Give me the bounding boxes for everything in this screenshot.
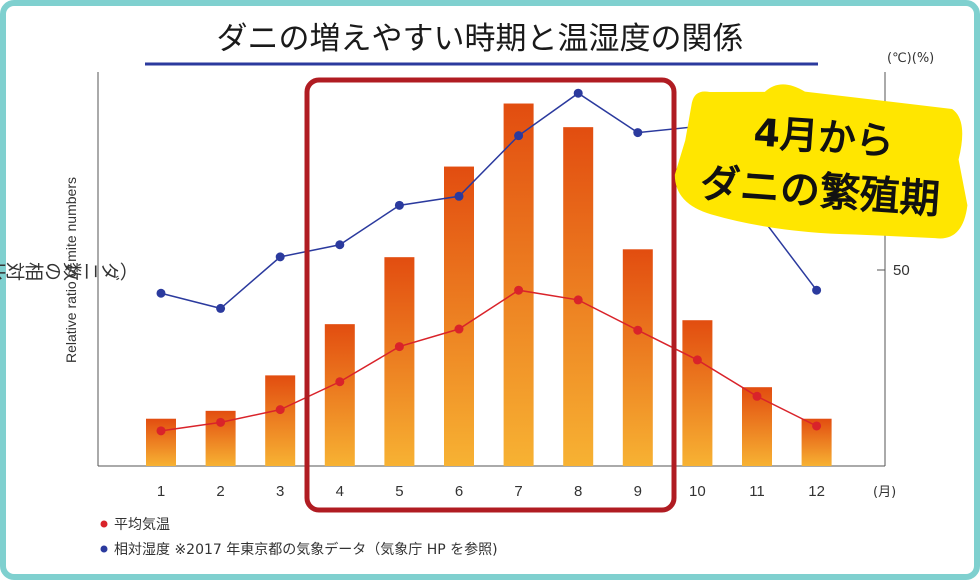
temp-point-month-5 xyxy=(394,342,404,352)
x-tick-label-4: 4 xyxy=(336,483,344,500)
temp-point-month-10 xyxy=(692,355,702,365)
bar-month-1 xyxy=(146,418,176,466)
temp-point-month-9 xyxy=(633,325,643,335)
humidity-point-month-8 xyxy=(573,88,583,98)
humidity-point-month-4 xyxy=(335,240,345,250)
x-tick-labels: 1 2 3 4 5 6 7 8 9 10 11 12 xyxy=(157,483,825,500)
y-axis-label-jp: （ダニ数の相対比率） xyxy=(0,259,139,281)
x-tick-label-3: 3 xyxy=(276,483,284,500)
x-tick-label-10: 10 xyxy=(689,483,706,500)
humidity-point-month-2 xyxy=(216,303,226,313)
bar-month-6 xyxy=(444,166,474,466)
legend-humidity-marker xyxy=(100,545,108,553)
legend-humidity-label: 相対湿度 ※2017 年東京都の気象データ（気象庁 HP を参照) xyxy=(114,541,498,558)
temp-point-month-4 xyxy=(335,377,345,387)
x-tick-label-12: 12 xyxy=(808,483,825,500)
temp-point-month-7 xyxy=(514,285,524,295)
legend-temp-marker xyxy=(100,520,108,528)
x-tick-label-5: 5 xyxy=(395,483,403,500)
humidity-point-month-6 xyxy=(454,191,464,201)
breeding-season-highlight xyxy=(304,77,677,513)
x-unit-label: (月) xyxy=(873,485,896,500)
temp-line xyxy=(160,289,817,432)
temp-point-month-8 xyxy=(573,295,583,305)
temp-series-group xyxy=(156,285,822,436)
y-right-tick-label-50: 50 xyxy=(893,262,910,279)
chart-title: ダニの増えやすい時期と温湿度の関係 xyxy=(217,21,744,57)
temp-point-month-12 xyxy=(812,421,822,431)
x-tick-label-9: 9 xyxy=(634,483,642,500)
humidity-point-month-1 xyxy=(156,288,166,298)
temp-point-month-11 xyxy=(752,391,762,401)
x-tick-label-7: 7 xyxy=(514,483,522,500)
x-tick-label-6: 6 xyxy=(455,483,463,500)
temp-point-month-3 xyxy=(275,405,285,415)
callout-line1: 4月から xyxy=(752,110,895,164)
bar-month-10 xyxy=(682,320,713,466)
bars-group xyxy=(146,103,832,467)
bar-month-7 xyxy=(503,103,534,467)
humidity-point-month-7 xyxy=(514,131,524,141)
bar-month-3 xyxy=(265,375,296,466)
humidity-point-month-5 xyxy=(394,200,404,210)
x-tick-label-8: 8 xyxy=(574,483,582,500)
bar-month-5 xyxy=(384,257,415,466)
x-tick-label-1: 1 xyxy=(157,483,165,500)
temp-point-month-2 xyxy=(216,417,226,427)
x-tick-label-2: 2 xyxy=(216,483,224,500)
humidity-point-month-3 xyxy=(275,252,285,262)
y-axis-label-en: Relative ratio of mite numbers xyxy=(63,177,79,363)
temp-point-month-1 xyxy=(156,426,166,436)
legend-temp-label: 平均気温 xyxy=(114,517,170,533)
bar-month-9 xyxy=(622,249,653,466)
x-tick-label-11: 11 xyxy=(749,483,765,500)
breeding-callout: 4月から ダニの繁殖期 xyxy=(674,84,968,239)
humidity-point-month-12 xyxy=(812,285,822,295)
temp-point-month-6 xyxy=(454,324,464,334)
humidity-point-month-9 xyxy=(633,128,643,138)
units-label: (℃)(%) xyxy=(887,51,934,66)
bar-month-4 xyxy=(324,324,355,466)
